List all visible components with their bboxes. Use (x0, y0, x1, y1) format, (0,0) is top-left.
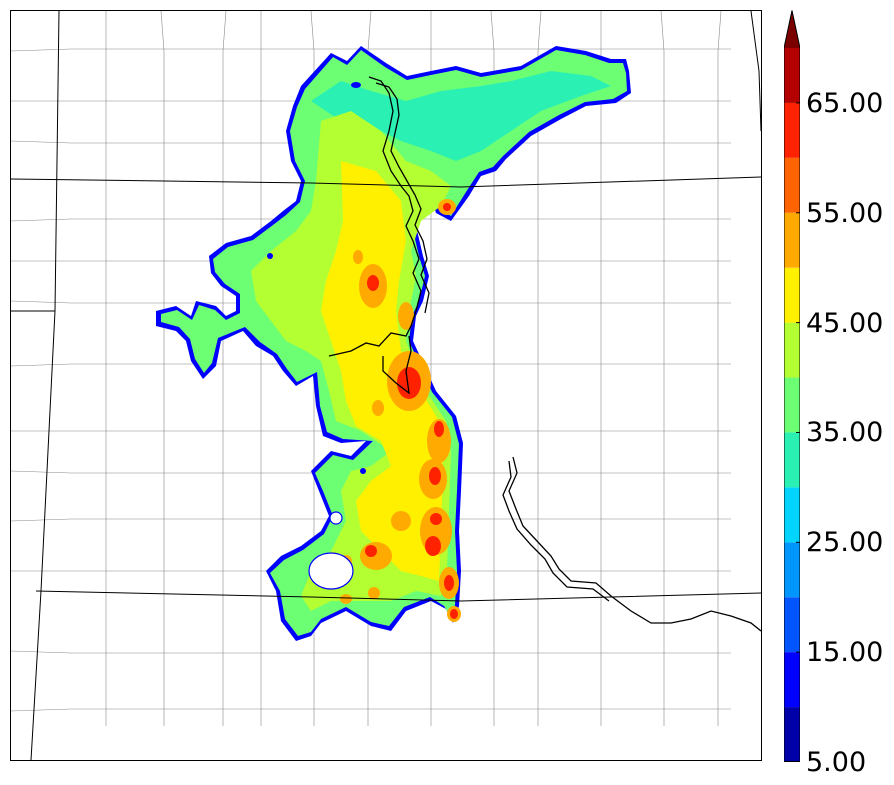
map-canvas (11, 11, 761, 760)
state-border-south (35, 590, 761, 602)
colorbar-bin (784, 377, 800, 433)
county-line (11, 650, 731, 654)
no-echo-gap (329, 511, 343, 525)
colorbar-tick-label: 25.00 (806, 527, 884, 559)
reflectivity-core (365, 545, 377, 557)
reflectivity-cyan-band (311, 71, 611, 161)
colorbar (783, 10, 801, 763)
colorbar-bin (784, 322, 800, 378)
colorbar-bin (784, 707, 800, 762)
colorbar-tick-label: 15.00 (806, 637, 884, 669)
county-line (660, 11, 665, 726)
colorbar-bin (784, 212, 800, 268)
state-boundaries (11, 11, 761, 760)
reflectivity-core (340, 594, 352, 604)
reflectivity-core (368, 587, 380, 599)
colorbar-bin (784, 48, 800, 103)
river-boundary (375, 82, 430, 314)
river-boundary (502, 460, 610, 602)
reflectivity-core (427, 419, 451, 463)
river-boundary (508, 456, 761, 632)
weak-echo-spot (267, 253, 273, 259)
radar-map (10, 10, 762, 761)
weak-echo-spot (360, 468, 366, 474)
reflectivity-core (391, 511, 411, 531)
colorbar-tick-label: 35.00 (806, 417, 884, 449)
colorbar-tick-label: 5.00 (806, 747, 867, 778)
colorbar-svg (783, 10, 801, 763)
county-line (717, 11, 722, 726)
reflectivity-core (397, 367, 421, 399)
colorbar-bin (784, 267, 800, 323)
reflectivity-core (450, 609, 458, 619)
reflectivity-field (156, 46, 631, 641)
river-boundary (328, 76, 422, 395)
no-echo-gap (308, 552, 354, 590)
colorbar-bin (784, 542, 800, 598)
colorbar-bin (784, 432, 800, 488)
colorbar-bin (784, 652, 800, 708)
state-border-west (30, 11, 60, 760)
reflectivity-core (367, 275, 379, 291)
county-line (222, 11, 227, 726)
reflectivity-core (434, 421, 444, 437)
colorbar-bin (784, 102, 800, 158)
colorbar-tick-label: 65.00 (806, 87, 884, 119)
colorbar-bin (784, 597, 800, 653)
county-line (11, 48, 731, 52)
weak-echo-spot (351, 82, 361, 88)
reflectivity-core (360, 542, 392, 570)
reflectivity-core (443, 203, 451, 211)
reflectivity-high (321, 161, 443, 581)
colorbar-bin (784, 487, 800, 543)
colorbar-bin (784, 157, 800, 213)
reflectivity-core (353, 250, 363, 264)
state-border-north (11, 176, 761, 188)
reflectivity-core (429, 467, 441, 485)
reflectivity-core (398, 302, 414, 330)
colorbar-tick-label: 45.00 (806, 307, 884, 339)
county-line (11, 708, 731, 712)
county-line (160, 11, 165, 726)
reflectivity-core (430, 513, 442, 525)
state-border-east (750, 11, 761, 132)
reflectivity-cores (340, 199, 461, 622)
reflectivity-core (372, 400, 384, 416)
reflectivity-core (425, 536, 441, 556)
colorbar-extend-arrow (784, 10, 800, 48)
reflectivity-core (444, 575, 454, 591)
colorbar-tick-label: 55.00 (806, 197, 884, 229)
